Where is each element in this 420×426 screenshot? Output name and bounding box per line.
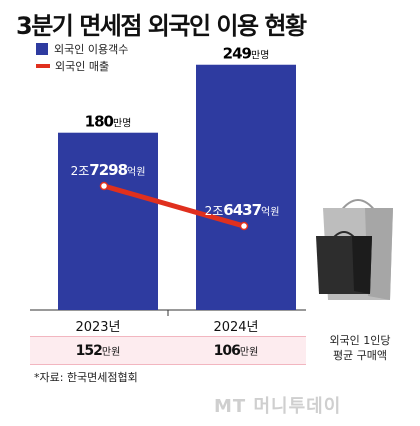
- bar-2023: [58, 132, 158, 310]
- source-note: *자료: 한국면세점협회: [34, 371, 138, 384]
- legend-label-sales: 외국인 매출: [55, 59, 110, 73]
- avg-spend-2023-num: 152: [75, 343, 103, 359]
- bag-large-side: [365, 208, 393, 300]
- sales-point-2023: [99, 181, 109, 191]
- bar-label-2024: 249만명: [223, 45, 270, 63]
- avg-spend-2024-num: 106: [213, 343, 241, 359]
- avg-spend-label: 외국인 1인당 평균 구매액: [320, 333, 400, 363]
- avg-spend-2023-unit: 만원: [101, 347, 121, 358]
- bar-2024: [196, 64, 296, 310]
- bar-label-2024-num: 249: [223, 45, 252, 63]
- avg-spend-2023: 152만원: [48, 343, 148, 359]
- sales-label-2024-prefix: 2조: [205, 204, 224, 218]
- bar-label-2023: 180만명: [85, 113, 132, 131]
- avg-spend-label-line2: 평균 구매액: [332, 349, 388, 362]
- avg-spend-2024: 106만원: [186, 343, 286, 359]
- chart-title: 3분기 면세점 외국인 이용 현황: [16, 12, 307, 40]
- sales-label-2023: 2조7298억원: [71, 161, 146, 179]
- sales-line: [101, 183, 247, 229]
- watermark-logo: MT 머니투데이: [214, 396, 342, 417]
- avg-spend-band: [30, 336, 306, 365]
- avg-spend-label-line1: 외국인 1인당: [329, 334, 391, 347]
- legend: 외국인 이용객수 외국인 매출: [36, 40, 128, 74]
- sales-label-2023-prefix: 2조: [71, 164, 90, 178]
- avg-spend-2024-unit: 만원: [239, 347, 259, 358]
- sales-label-2024-num: 6437: [223, 201, 261, 219]
- sales-point-2024: [239, 221, 249, 231]
- bar-label-2023-unit: 만명: [113, 118, 131, 130]
- shopping-bags-illustration: [316, 199, 393, 300]
- sales-label-2023-num: 7298: [89, 161, 127, 179]
- legend-item-visitors: 외국인 이용객수: [36, 40, 128, 57]
- sales-label-2023-unit: 억원: [127, 166, 145, 178]
- legend-item-sales: 외국인 매출: [36, 57, 128, 74]
- legend-swatch-visitors: [36, 42, 48, 55]
- bar-label-2023-num: 180: [85, 113, 114, 131]
- sales-label-2024-unit: 억원: [261, 206, 279, 218]
- legend-swatch-sales: [36, 63, 50, 68]
- sales-label-2024: 2조6437억원: [205, 201, 280, 219]
- bag-small-side: [352, 236, 372, 294]
- bar-label-2024-unit: 만명: [251, 50, 269, 62]
- x-tick-2024: 2024년: [213, 320, 259, 335]
- x-tick-2023: 2023년: [75, 320, 121, 335]
- legend-label-visitors: 외국인 이용객수: [54, 42, 129, 56]
